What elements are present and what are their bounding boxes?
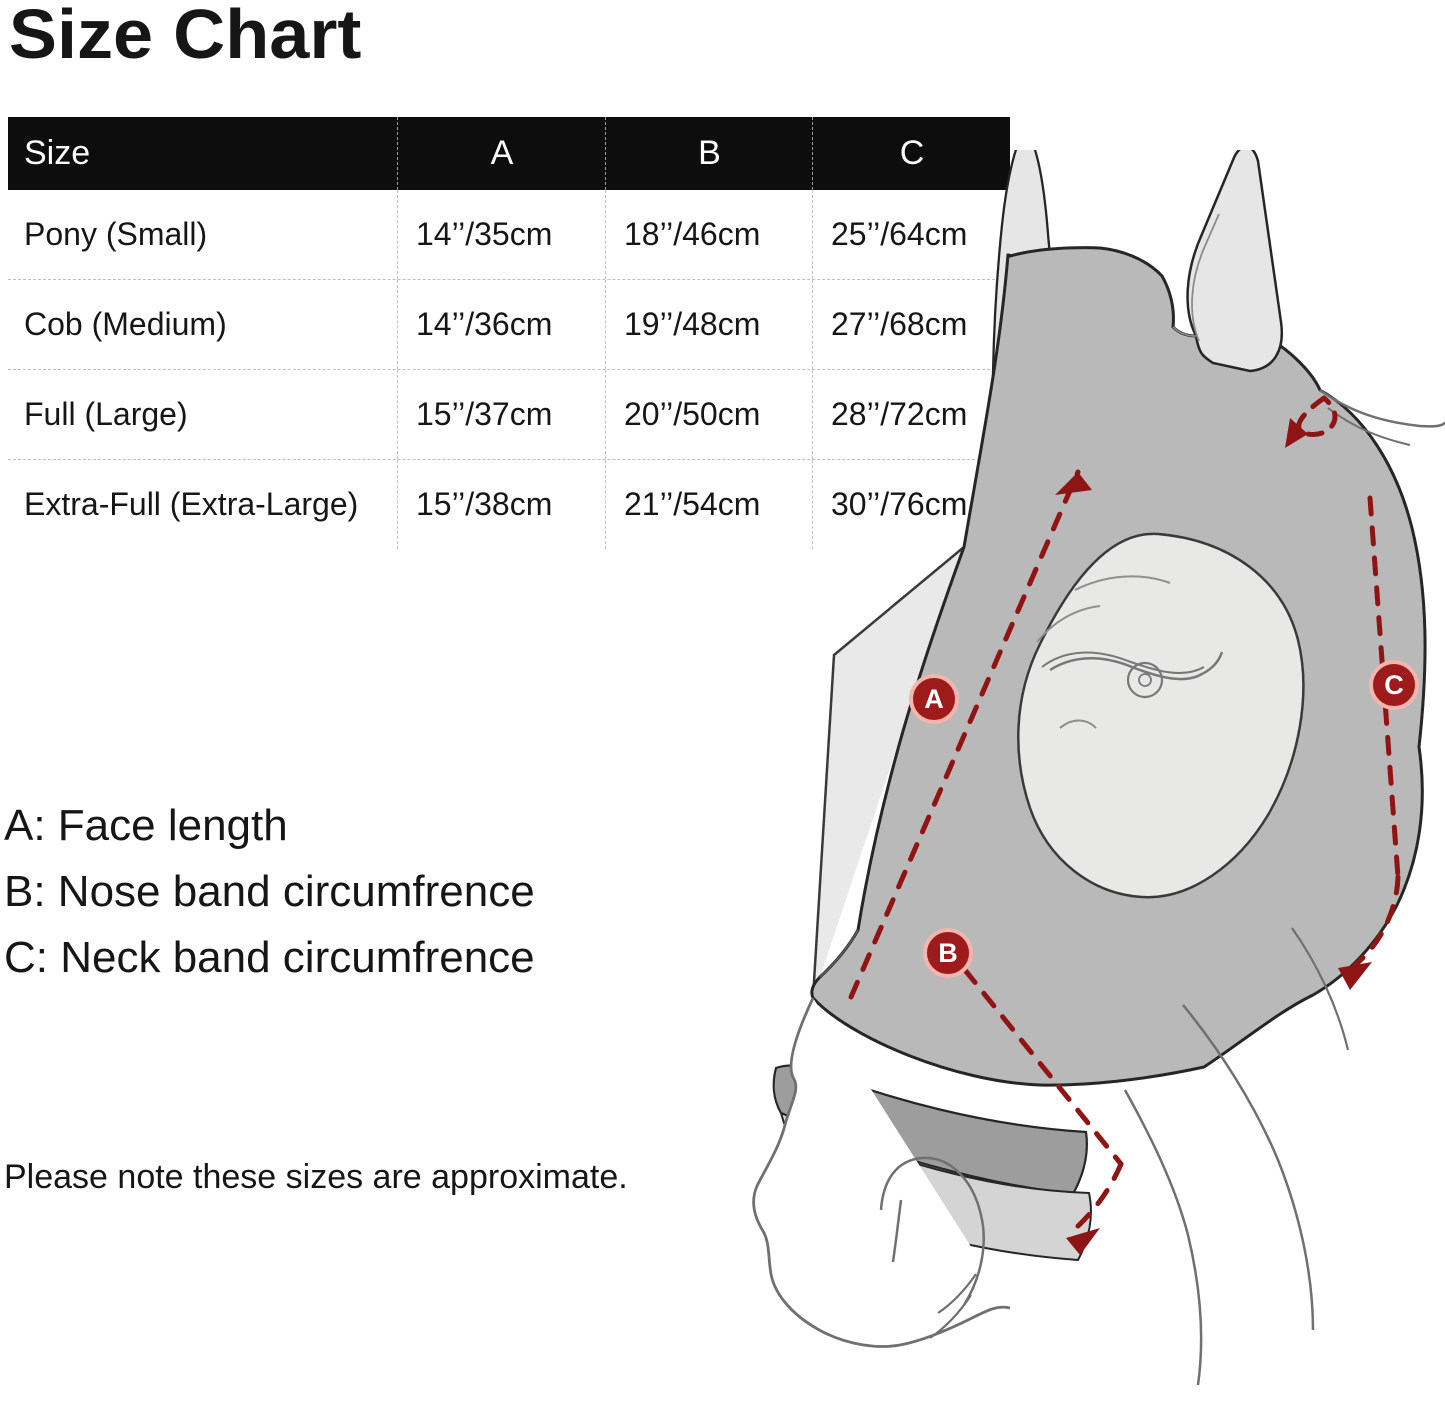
svg-text:B: B xyxy=(938,938,958,968)
svg-text:A: A xyxy=(924,684,944,714)
svg-text:C: C xyxy=(1384,670,1404,700)
